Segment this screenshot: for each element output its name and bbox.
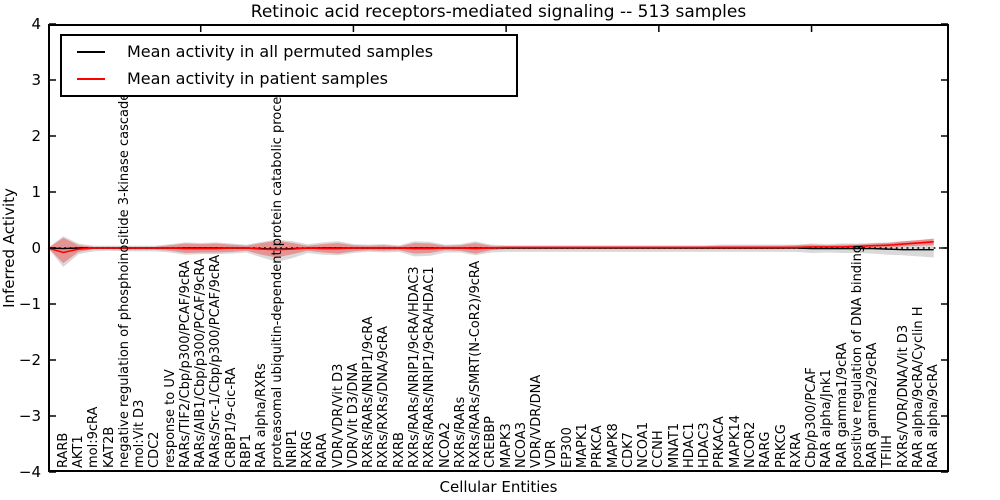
legend: Mean activity in all permuted samples Me… (60, 34, 518, 97)
x-category-label: RAR gamma2/9cRA (865, 342, 881, 468)
x-category-label: RBP1 (239, 433, 255, 468)
x-category-label: RXRs/RARs/NRIP1/9cRA/HDAC3 (407, 266, 422, 468)
x-category-label: RARs/AIB1/Cbp/p300/PCAF/9cRA (193, 258, 209, 468)
axis-ticks (49, 23, 948, 473)
x-axis-label: Cellular Entities (439, 478, 558, 496)
x-category-label: RARA (315, 433, 331, 468)
chart-title: Retinoic acid receptors-mediated signali… (250, 2, 747, 22)
x-category-label: VDR/Vit D3/DNA (345, 362, 361, 468)
x-category-label: RARs/Src-1/Cbp/p300/PCAF/9cRA (208, 254, 224, 468)
x-category-label: RAR alpha/9cRA (926, 364, 942, 468)
x-category-label: KAT2B (101, 426, 117, 468)
x-category-label: RXRs/RXRs/DNA/9cRA (376, 325, 392, 468)
patient-mean-line (47, 241, 934, 254)
x-category-label: NCOR2 (742, 421, 758, 468)
permuted-activity-range-band (48, 236, 934, 268)
x-category-label: EP300 (559, 427, 575, 468)
x-category-label: NRIP1 (284, 429, 300, 468)
x-category-label: MAPK1 (574, 423, 590, 468)
x-category-label: RXRs/RARs (452, 396, 468, 468)
x-category-label: MAPK8 (605, 423, 621, 468)
y-tick-label: −4 (18, 463, 41, 481)
x-category-label: MNAT1 (666, 422, 682, 468)
x-category-label: CDC2 (147, 431, 163, 468)
x-category-label: RAR alpha/Jnk1 (819, 369, 835, 468)
x-category-label: CRBP1/9-cic-RA (223, 367, 239, 468)
patient-activity-range-band (48, 237, 934, 264)
legend-row-permuted: Mean activity in all permuted samples (62, 42, 516, 62)
y-tick-label: 0 (31, 239, 41, 257)
x-category-label: mol:9cRA (86, 406, 102, 468)
x-category-label: CDK7 (620, 432, 636, 468)
x-category-label: PRKCG (773, 424, 789, 468)
y-tick-label: −1 (18, 295, 41, 313)
x-category-label: RARB (55, 432, 71, 468)
x-category-label: positive regulation of DNA binding (849, 244, 865, 468)
x-category-label: response to UV (162, 369, 178, 468)
x-category-label: NCOA1 (636, 422, 652, 468)
y-tick-label: 1 (31, 183, 41, 201)
x-category-label: MAPK3 (498, 423, 514, 468)
legend-label-permuted: Mean activity in all permuted samples (127, 42, 434, 62)
x-category-label: negative regulation of phosphoinositide … (116, 92, 132, 468)
x-category-label: RXRB (391, 432, 407, 468)
mean-lines (47, 241, 934, 254)
y-tick-label: 3 (31, 71, 41, 89)
x-category-label: CCNH (651, 430, 667, 468)
x-category-label: RXRs/RARs/SMRT(N-CoR2)/9cRA (468, 260, 484, 468)
x-category-label: MAPK14 (727, 414, 743, 468)
legend-label-patient: Mean activity in patient samples (127, 68, 388, 88)
permuted-line-sample (77, 51, 105, 54)
x-category-label: Cbp/p300/PCAF (804, 367, 820, 468)
x-category-label: NCOA2 (437, 422, 453, 468)
y-tick-label: −2 (18, 351, 41, 369)
x-category-label: RARG (758, 431, 774, 468)
x-category-label: AKT1 (71, 435, 87, 468)
x-category-label: HDAC1 (681, 422, 697, 468)
legend-row-patient: Mean activity in patient samples (62, 69, 516, 89)
x-category-label: PRKCA (590, 425, 606, 468)
x-category-label: RXRA (788, 432, 804, 468)
x-category-label: RAR gamma1/9cRA (834, 342, 850, 468)
x-category-label: RXRs/RARs/NRIP1/9cRA/HDAC1 (422, 266, 438, 468)
confidence-bands (48, 236, 934, 268)
x-category-label: RAR alpha/RXRs (254, 363, 270, 468)
x-category-label: mol:Vit D3 (132, 399, 148, 468)
x-category-label: NCOA3 (513, 422, 529, 468)
y-tick-label: −3 (18, 407, 41, 425)
y-tick-label: 4 (31, 15, 41, 33)
x-category-label: RAR alpha/9cRA/Cyclin H (910, 306, 926, 468)
x-category-label: TFIIH (880, 435, 896, 468)
x-category-label: RXRG (300, 430, 316, 468)
x-category-label: HDAC3 (697, 422, 713, 468)
x-category-label: VDR/VDR/Vit D3 (330, 363, 346, 468)
x-category-label: RXRs/VDR/DNA/Vit D3 (895, 324, 911, 468)
x-category-label: VDR (544, 440, 560, 468)
x-category-label: PRKACA (712, 416, 728, 468)
patient-line-sample (77, 77, 105, 80)
x-category-label: CREBBP (483, 416, 499, 468)
x-category-label: RARs/TIF2/Cbp/p300/PCAF/9cRA (177, 260, 193, 468)
x-category-label: proteasomal ubiquitin-dependent protein … (269, 83, 285, 468)
y-tick-label: 2 (31, 127, 41, 145)
x-category-label: RXRs/RARs/NRIP1/9cRA (361, 316, 377, 468)
x-category-label: VDR/VDR/DNA (529, 374, 545, 468)
